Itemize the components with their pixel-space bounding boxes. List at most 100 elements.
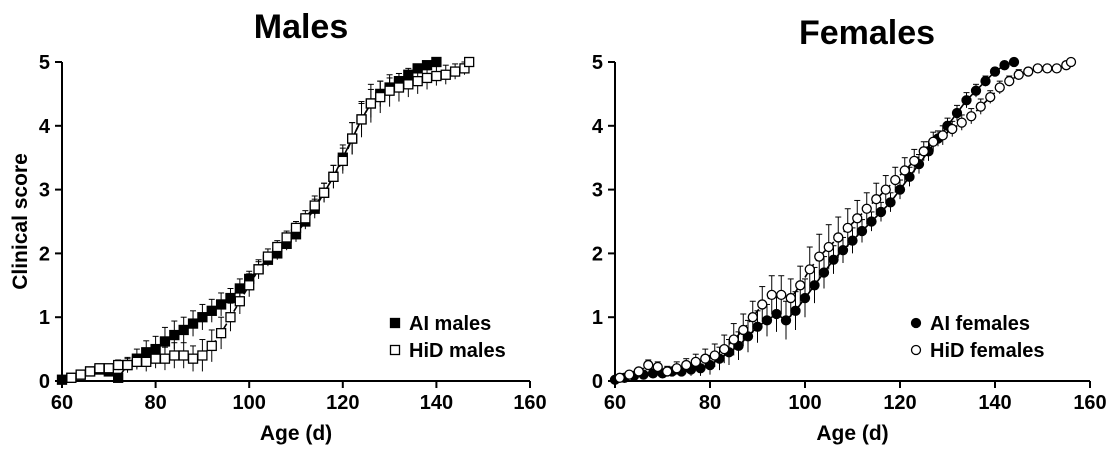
data-point xyxy=(412,75,423,87)
data-point xyxy=(918,146,929,157)
data-point xyxy=(464,56,475,68)
data-point xyxy=(681,359,692,371)
data-point xyxy=(281,232,292,243)
data-point xyxy=(169,350,180,361)
y-tick-label: 1 xyxy=(39,307,50,329)
legend-marker xyxy=(910,344,922,356)
data-point xyxy=(747,312,758,323)
data-point xyxy=(624,369,635,380)
data-point xyxy=(795,280,806,291)
data-point xyxy=(780,315,792,326)
y-tick-label: 5 xyxy=(592,52,603,74)
data-point xyxy=(300,213,311,224)
legend-label: AI females xyxy=(930,313,1030,335)
data-point xyxy=(206,340,217,352)
data-point xyxy=(738,324,749,336)
legend-label: AI males xyxy=(409,313,491,335)
data-point xyxy=(847,235,858,246)
data-point xyxy=(804,264,815,275)
data-point xyxy=(999,60,1010,71)
data-point xyxy=(1008,56,1020,68)
data-point xyxy=(614,372,625,383)
data-point xyxy=(956,117,967,128)
data-point xyxy=(206,305,217,316)
x-tick-label: 120 xyxy=(326,392,359,414)
data-point xyxy=(766,289,777,301)
data-point xyxy=(970,85,982,96)
data-point xyxy=(431,56,442,68)
data-point xyxy=(790,305,801,316)
data-point xyxy=(928,136,939,147)
data-point xyxy=(752,321,763,332)
data-point xyxy=(197,312,208,323)
data-point xyxy=(871,194,882,205)
data-point xyxy=(985,91,996,103)
legend: AI females HiD females xyxy=(910,313,1045,362)
series-ai-males xyxy=(56,56,442,385)
x-tick-label: 140 xyxy=(420,392,453,414)
data-point xyxy=(440,69,451,80)
data-point xyxy=(885,197,896,208)
data-point xyxy=(56,374,68,385)
x-tick-label: 80 xyxy=(144,392,166,414)
x-tick-label: 120 xyxy=(883,392,916,414)
data-point xyxy=(225,312,236,323)
data-point xyxy=(828,254,839,265)
x-tick-label: 140 xyxy=(978,392,1011,414)
data-point xyxy=(880,184,891,195)
data-point xyxy=(66,372,77,383)
data-point xyxy=(728,334,739,345)
x-tick-label: 80 xyxy=(699,392,721,414)
data-point xyxy=(899,165,910,176)
legend-marker xyxy=(389,344,401,356)
data-point xyxy=(1032,63,1043,74)
y-tick-label: 0 xyxy=(39,371,50,393)
data-point xyxy=(951,107,963,119)
data-point xyxy=(652,361,663,373)
data-point xyxy=(253,264,264,275)
data-point xyxy=(290,222,302,234)
data-point xyxy=(1065,56,1077,68)
data-point xyxy=(169,329,180,341)
data-point xyxy=(122,359,133,371)
data-point xyxy=(393,82,405,93)
data-point xyxy=(187,353,199,364)
data-point xyxy=(719,343,730,355)
data-point xyxy=(894,184,906,195)
data-point xyxy=(141,356,152,368)
x-tick-label: 100 xyxy=(788,392,821,414)
series-ai-females xyxy=(609,56,1020,385)
data-point xyxy=(861,203,872,214)
data-point xyxy=(75,369,86,380)
data-point xyxy=(187,318,199,329)
data-point xyxy=(671,363,682,374)
data-point xyxy=(178,324,189,336)
data-point xyxy=(776,289,787,301)
data-point xyxy=(937,130,948,141)
data-point xyxy=(431,70,442,82)
data-point xyxy=(966,111,977,122)
data-point xyxy=(975,101,986,112)
data-point xyxy=(159,336,171,347)
data-point xyxy=(809,280,820,291)
data-point xyxy=(980,75,991,87)
legend-label: HiD males xyxy=(409,340,506,362)
x-axis-label: Age (d) xyxy=(816,422,888,445)
data-point xyxy=(799,292,811,304)
data-point xyxy=(947,123,958,135)
data-point xyxy=(113,359,124,371)
data-point xyxy=(244,280,255,291)
data-point xyxy=(103,363,114,374)
data-point xyxy=(272,241,283,253)
data-point xyxy=(633,366,644,377)
series-hid-females xyxy=(614,56,1077,383)
y-tick-label: 2 xyxy=(592,243,603,265)
data-point xyxy=(823,241,834,253)
data-point xyxy=(234,296,245,307)
data-point xyxy=(1013,69,1024,80)
y-tick-label: 4 xyxy=(592,116,604,138)
data-point xyxy=(837,245,849,256)
y-tick-label: 4 xyxy=(39,116,51,138)
data-point xyxy=(150,353,161,364)
data-point xyxy=(961,95,972,106)
